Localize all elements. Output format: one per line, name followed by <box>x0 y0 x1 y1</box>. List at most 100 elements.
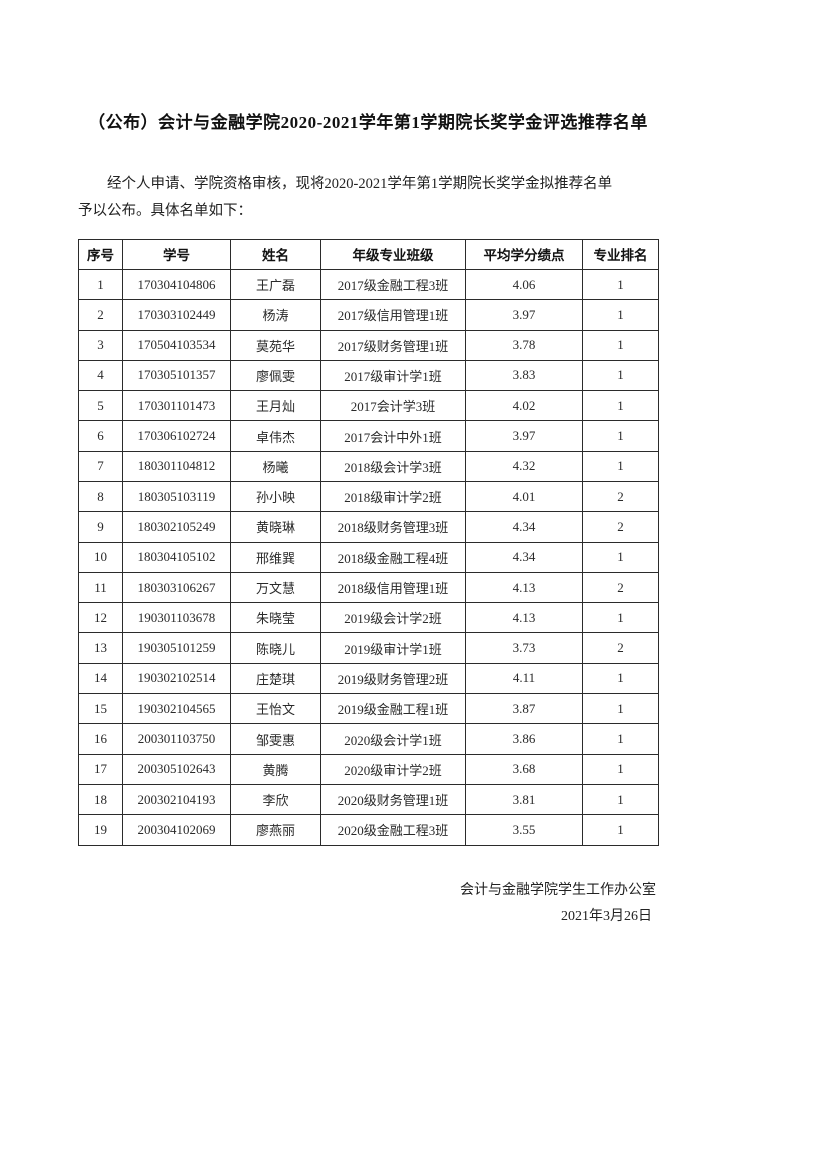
table-cell-student-id: 200302104193 <box>122 783 231 816</box>
table-row: 8 180305103119 孙小映 2018级审计学2班 4.01 2 <box>78 480 659 513</box>
table-cell-student-id: 180302105249 <box>122 511 231 543</box>
table-cell-rank: 1 <box>582 662 659 695</box>
table-cell-rank: 1 <box>582 299 659 331</box>
table-row: 16 200301103750 邹雯惠 2020级会计学1班 3.86 1 <box>78 723 659 755</box>
table-row: 1 170304104806 王广磊 2017级金融工程3班 4.06 1 <box>78 268 659 301</box>
table-cell-name: 庄楚琪 <box>230 662 321 695</box>
table-cell-rank: 2 <box>582 511 659 543</box>
column-header-class: 年级专业班级 <box>320 238 466 270</box>
table-cell-gpa: 3.55 <box>465 814 583 846</box>
table-cell-gpa: 4.32 <box>465 450 583 483</box>
table-cell-rank: 1 <box>582 814 659 846</box>
table-cell-index: 7 <box>78 450 123 483</box>
table-cell-gpa: 4.02 <box>465 390 583 422</box>
column-header-rank: 专业排名 <box>582 238 659 270</box>
table-cell-rank: 1 <box>582 723 659 755</box>
table-cell-index: 4 <box>78 359 123 392</box>
table-cell-index: 14 <box>78 662 123 695</box>
table-row: 19 200304102069 廖燕丽 2020级金融工程3班 3.55 1 <box>78 814 659 846</box>
table-cell-index: 1 <box>78 268 123 301</box>
table-cell-gpa: 3.97 <box>465 299 583 331</box>
table-cell-name: 万文慧 <box>230 571 321 604</box>
table-cell-name: 王怡文 <box>230 693 321 725</box>
table-cell-rank: 1 <box>582 450 659 483</box>
column-header-name: 姓名 <box>230 238 321 270</box>
table-cell-gpa: 4.13 <box>465 571 583 604</box>
table-cell-student-id: 190302104565 <box>122 693 231 725</box>
table-row: 17 200305102643 黄腾 2020级审计学2班 3.68 1 <box>78 753 659 785</box>
table-cell-name: 杨涛 <box>230 299 321 331</box>
signature-date: 2021年3月26日 <box>561 909 652 925</box>
table-cell-name: 廖佩雯 <box>230 359 321 392</box>
table-cell-gpa: 3.78 <box>465 329 583 361</box>
table-row: 11 180303106267 万文慧 2018级信用管理1班 4.13 2 <box>78 571 659 604</box>
table-cell-student-id: 190302102514 <box>122 662 231 695</box>
table-cell-class: 2017级信用管理1班 <box>320 299 466 331</box>
table-cell-index: 12 <box>78 602 123 634</box>
table-cell-student-id: 200304102069 <box>122 814 231 846</box>
table-cell-student-id: 170305101357 <box>122 359 231 392</box>
document-content: （公布）会计与金融学院2020-2021学年第1学期院长奖学金评选推荐名单 经个… <box>78 0 659 931</box>
table-cell-name: 王广磊 <box>230 268 321 301</box>
table-row: 2 170303102449 杨涛 2017级信用管理1班 3.97 1 <box>78 299 659 331</box>
table-cell-gpa: 3.73 <box>465 632 583 664</box>
table-cell-name: 王月灿 <box>230 390 321 422</box>
table-cell-student-id: 170303102449 <box>122 299 231 331</box>
table-row: 10 180304105102 邢维巽 2018级金融工程4班 4.34 1 <box>78 541 659 573</box>
table-cell-rank: 1 <box>582 602 659 634</box>
table-cell-name: 陈晓儿 <box>230 632 321 664</box>
table-cell-class: 2017级财务管理1班 <box>320 329 466 361</box>
table-cell-student-id: 180301104812 <box>122 450 231 483</box>
table-cell-class: 2019级金融工程1班 <box>320 693 466 725</box>
table-cell-gpa: 3.86 <box>465 723 583 755</box>
table-cell-class: 2018级审计学2班 <box>320 480 466 513</box>
table-cell-student-id: 170504103534 <box>122 329 231 361</box>
scholarship-table: 序号 学号 姓名 年级专业班级 平均学分绩点 专业排名 1 17030410480… <box>78 238 659 846</box>
table-cell-class: 2017会计中外1班 <box>320 420 466 452</box>
scholarship-table-body: 1 170304104806 王广磊 2017级金融工程3班 4.06 1 2 1703031… <box>78 268 659 846</box>
table-cell-index: 16 <box>78 723 123 755</box>
table-cell-index: 15 <box>78 693 123 725</box>
intro-line-1: 经个人申请、学院资格审核，现将2020-2021学年第1学期院长奖学金拟推荐名单 <box>107 176 613 192</box>
table-cell-gpa: 4.06 <box>465 268 583 301</box>
table-row: 13 190305101259 陈晓儿 2019级审计学1班 3.73 2 <box>78 632 659 664</box>
table-cell-student-id: 200305102643 <box>122 753 231 785</box>
table-cell-gpa: 4.13 <box>465 602 583 634</box>
table-row: 12 190301103678 朱晓莹 2019级会计学2班 4.13 1 <box>78 602 659 634</box>
table-cell-index: 5 <box>78 390 123 422</box>
table-cell-name: 孙小映 <box>230 480 321 513</box>
table-cell-student-id: 200301103750 <box>122 723 231 755</box>
intro-line-2: 予以公布。具体名单如下： <box>78 202 252 219</box>
table-cell-class: 2019级财务管理2班 <box>320 662 466 695</box>
table-cell-rank: 1 <box>582 329 659 361</box>
table-cell-index: 11 <box>78 571 123 604</box>
table-cell-rank: 1 <box>582 753 659 785</box>
table-cell-student-id: 180305103119 <box>122 480 231 513</box>
table-cell-index: 13 <box>78 632 123 664</box>
table-cell-gpa: 3.83 <box>465 359 583 392</box>
table-cell-gpa: 3.97 <box>465 420 583 452</box>
table-cell-name: 邹雯惠 <box>230 723 321 755</box>
column-header-index: 序号 <box>78 238 123 270</box>
table-cell-index: 10 <box>78 541 123 573</box>
table-cell-class: 2020级审计学2班 <box>320 753 466 785</box>
footer-signature-block: 会计与金融学院学生工作办公室 2021年3月26日 <box>78 878 658 931</box>
column-header-gpa: 平均学分绩点 <box>465 238 583 270</box>
table-row: 15 190302104565 王怡文 2019级金融工程1班 3.87 1 <box>78 693 659 725</box>
table-cell-gpa: 4.01 <box>465 480 583 513</box>
table-cell-class: 2020级金融工程3班 <box>320 814 466 846</box>
table-cell-rank: 1 <box>582 783 659 816</box>
table-cell-student-id: 170304104806 <box>122 268 231 301</box>
table-cell-name: 朱晓莹 <box>230 602 321 634</box>
intro-paragraph: 经个人申请、学院资格审核，现将2020-2021学年第1学期院长奖学金拟推荐名单… <box>78 171 658 225</box>
table-cell-name: 黄晓琳 <box>230 511 321 543</box>
table-cell-name: 卓伟杰 <box>230 420 321 452</box>
table-cell-gpa: 3.68 <box>465 753 583 785</box>
table-row: 6 170306102724 卓伟杰 2017会计中外1班 3.97 1 <box>78 420 659 452</box>
table-cell-student-id: 180304105102 <box>122 541 231 573</box>
table-cell-gpa: 4.34 <box>465 541 583 573</box>
table-cell-index: 18 <box>78 783 123 816</box>
table-cell-name: 黄腾 <box>230 753 321 785</box>
table-cell-rank: 2 <box>582 632 659 664</box>
